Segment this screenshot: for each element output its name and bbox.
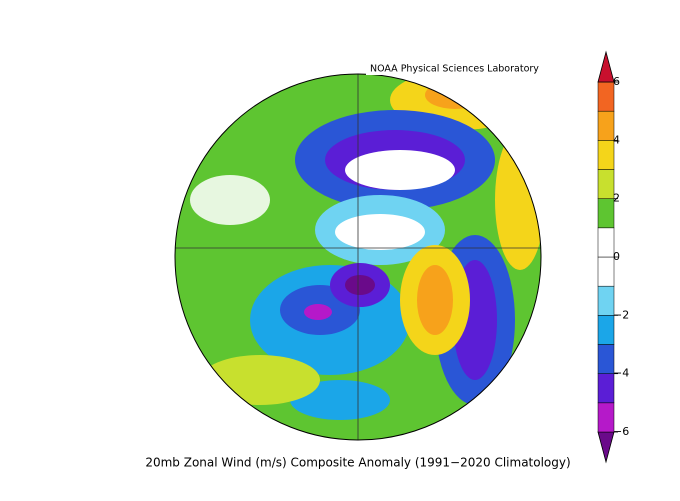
colorbar-bin bbox=[597, 169, 615, 199]
colorbar-bin bbox=[597, 140, 615, 170]
colorbar-bin bbox=[597, 81, 615, 112]
colorbar-bin bbox=[597, 315, 615, 345]
colorbar-arrow bbox=[597, 50, 615, 83]
colorbar-bin bbox=[597, 344, 615, 374]
colorbar-tick-label: −4 bbox=[613, 367, 629, 380]
colorbar-tick-label: −2 bbox=[613, 308, 629, 321]
colorbar-tick-label: −6 bbox=[613, 425, 629, 438]
colorbar-arrow bbox=[597, 431, 615, 464]
colorbar-bin bbox=[597, 256, 615, 287]
anomaly-map bbox=[175, 74, 541, 440]
colorbar-bin bbox=[597, 198, 615, 229]
colorbar-tick-label: 6 bbox=[613, 75, 620, 88]
colorbar-bin bbox=[597, 110, 615, 141]
colorbar-tick-label: 2 bbox=[613, 192, 620, 205]
colorbar-bin bbox=[597, 402, 615, 433]
colorbar-bin bbox=[597, 227, 615, 258]
colorbar-tick-label: 0 bbox=[613, 250, 620, 263]
colorbar-tick-label: 4 bbox=[613, 133, 620, 146]
credit-box bbox=[366, 62, 544, 75]
credit: NOAA Physical Sciences Laboratory bbox=[370, 64, 539, 75]
caption: 20mb Zonal Wind (m/s) Composite Anomaly … bbox=[145, 456, 570, 470]
colorbar-bin bbox=[597, 285, 615, 316]
colorbar: −6 −4 −2 0 2 4 6 bbox=[597, 50, 629, 464]
map-border bbox=[174, 73, 542, 441]
colorbar-bin bbox=[597, 373, 615, 404]
